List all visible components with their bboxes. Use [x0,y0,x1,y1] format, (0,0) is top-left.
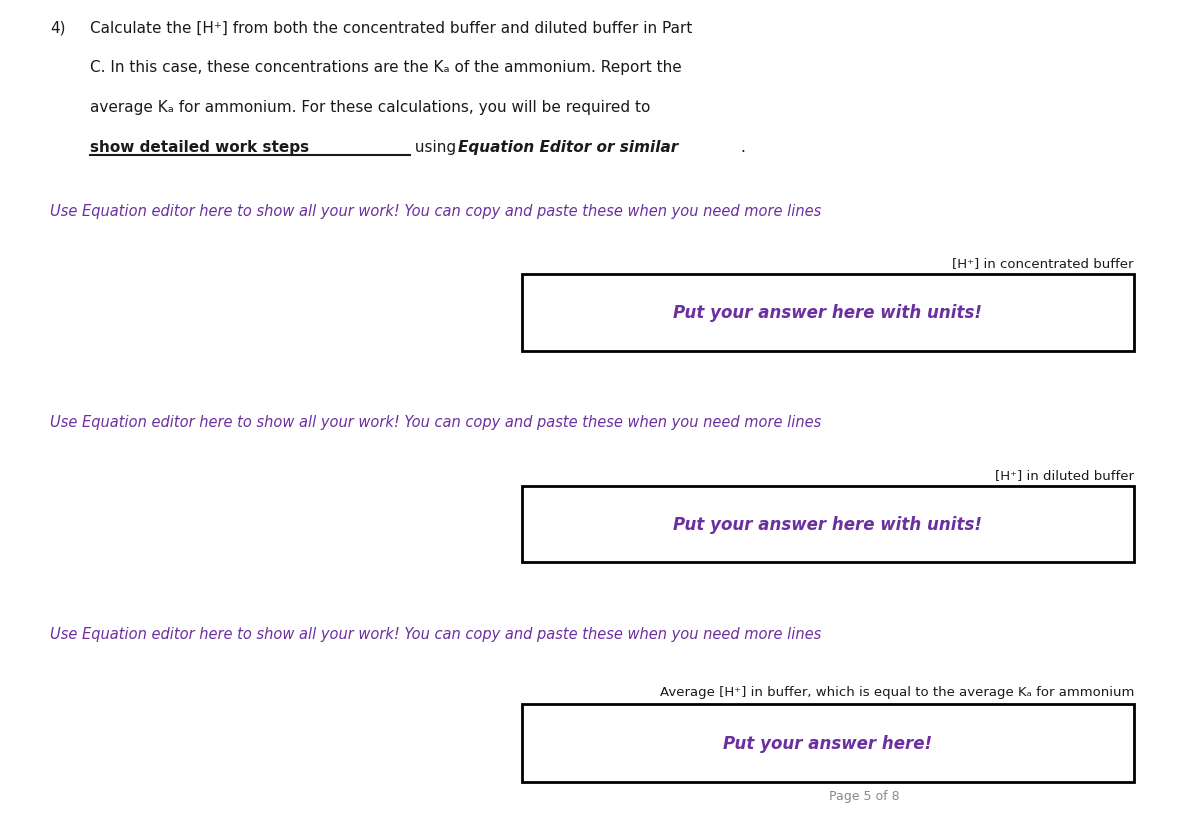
FancyBboxPatch shape [522,704,1134,782]
Text: [H⁺] in concentrated buffer: [H⁺] in concentrated buffer [953,257,1134,270]
Text: Calculate the [H⁺] from both the concentrated buffer and diluted buffer in Part: Calculate the [H⁺] from both the concent… [90,21,692,36]
Text: .: . [740,140,745,155]
FancyBboxPatch shape [522,486,1134,562]
FancyBboxPatch shape [522,275,1134,351]
Text: using: using [410,140,462,155]
Text: Use Equation editor here to show all your work! You can copy and paste these whe: Use Equation editor here to show all you… [50,203,822,218]
Text: Use Equation editor here to show all your work! You can copy and paste these whe: Use Equation editor here to show all you… [50,414,822,430]
Text: Average [H⁺] in buffer, which is equal to the average Kₐ for ammonium: Average [H⁺] in buffer, which is equal t… [660,686,1134,699]
Text: Equation Editor or similar: Equation Editor or similar [458,140,679,155]
Text: 4): 4) [50,21,66,36]
Text: [H⁺] in diluted buffer: [H⁺] in diluted buffer [995,468,1134,481]
Text: Use Equation editor here to show all your work! You can copy and paste these whe: Use Equation editor here to show all you… [50,626,822,641]
Text: Page 5 of 8: Page 5 of 8 [829,789,899,802]
Text: Put your answer here with units!: Put your answer here with units! [673,515,983,533]
Text: average Kₐ for ammonium. For these calculations, you will be required to: average Kₐ for ammonium. For these calcu… [90,100,650,115]
Text: Put your answer here!: Put your answer here! [724,734,932,752]
Text: Put your answer here with units!: Put your answer here with units! [673,304,983,322]
Text: show detailed work steps: show detailed work steps [90,140,310,155]
Text: C. In this case, these concentrations are the Kₐ of the ammonium. Report the: C. In this case, these concentrations ar… [90,60,682,75]
